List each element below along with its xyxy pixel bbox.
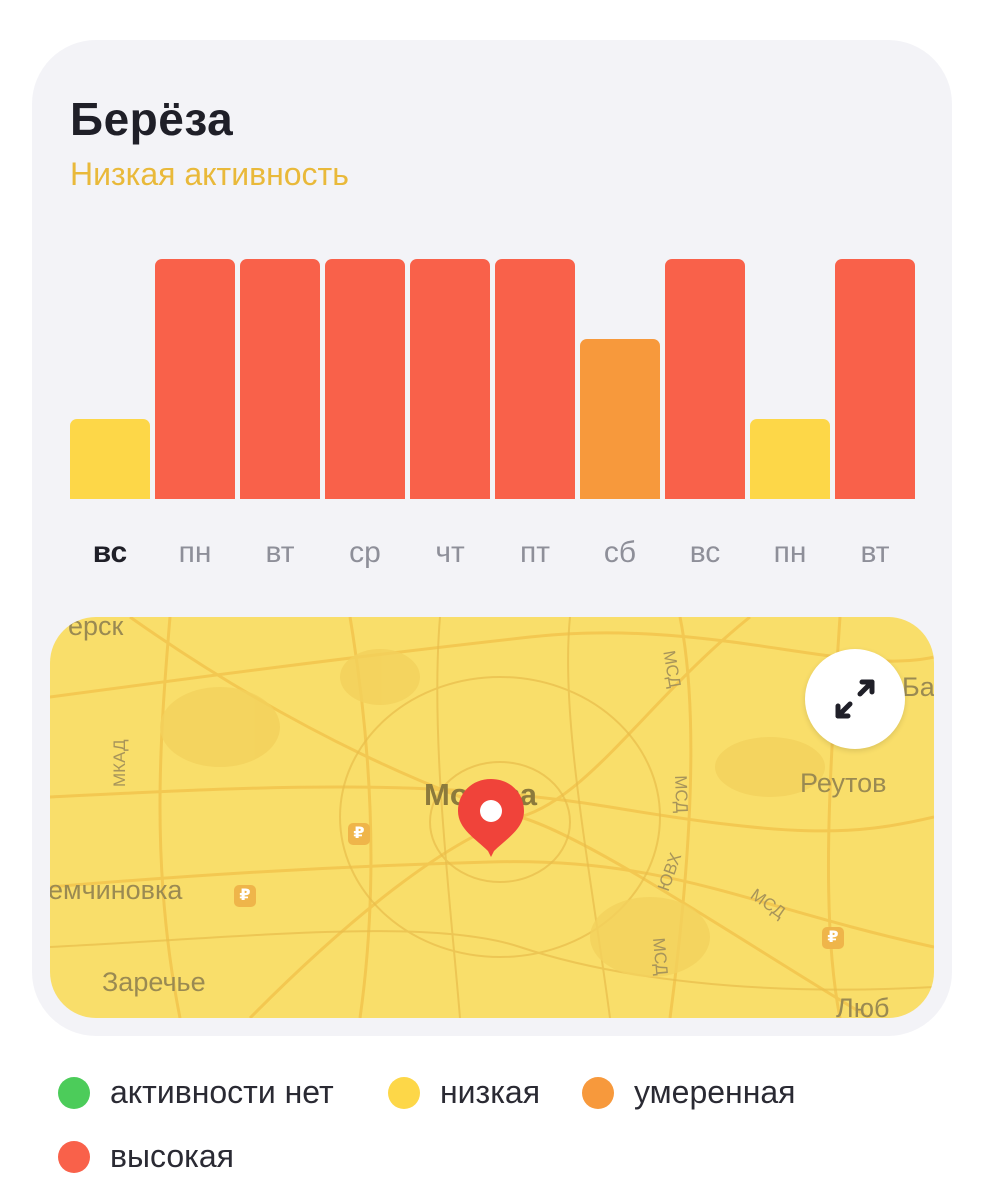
map-label-right-edge: Ба <box>902 672 934 702</box>
chart-tick-label[interactable]: вс <box>689 536 721 569</box>
chart-bar[interactable] <box>240 259 320 499</box>
legend-label-low: низкая <box>440 1074 541 1110</box>
chart-bar[interactable] <box>495 259 575 499</box>
expand-arrows-icon <box>835 679 875 719</box>
legend-label-moderate: умеренная <box>634 1074 796 1110</box>
chart-bar[interactable] <box>665 259 745 499</box>
map-label-top-left: ёрск <box>68 617 124 641</box>
chart-bar[interactable] <box>835 259 915 499</box>
chart-bar-base <box>410 491 490 499</box>
chart-bar[interactable] <box>155 259 235 499</box>
legend-dot-none <box>58 1076 90 1109</box>
legend-item-low: низкая <box>388 1074 540 1111</box>
chart-tick-label[interactable]: пт <box>520 536 550 569</box>
chart-bar[interactable] <box>70 419 150 499</box>
chart-tick-label[interactable]: сб <box>603 536 637 569</box>
map-label-zarechye: Заречье <box>102 967 206 997</box>
road-label-msd-4: МСД <box>649 937 672 977</box>
chart-tick-label[interactable]: вт <box>860 536 890 569</box>
chart-bar[interactable] <box>410 259 490 499</box>
activity-level-subtitle: Низкая активность <box>70 156 349 192</box>
expand-map-button[interactable] <box>805 649 905 749</box>
chart-tick-label[interactable]: чт <box>435 536 465 569</box>
chart-tick-label[interactable]: вт <box>265 536 295 569</box>
chart-bar[interactable] <box>750 419 830 499</box>
plant-title: Берёза <box>70 93 234 145</box>
metro-station-icon: ₽ <box>234 885 256 907</box>
chart-bar-base <box>325 491 405 499</box>
chart-bar-base <box>240 491 320 499</box>
legend-dot-moderate <box>582 1076 614 1109</box>
map-view[interactable]: ёрск Ба Реутов емчиновка Заречье Люб Мос… <box>50 617 934 1018</box>
chart-tick-label[interactable]: ср <box>349 536 381 569</box>
chart-bar[interactable] <box>580 339 660 499</box>
chart-tick-label[interactable]: вс <box>92 536 128 569</box>
legend-label-high: высокая <box>110 1138 234 1174</box>
legend-dot-low <box>388 1076 420 1109</box>
map-label-reutov: Реутов <box>800 768 887 798</box>
road-label-mkad: МКАД <box>110 739 129 787</box>
chart-bar-base <box>835 491 915 499</box>
chart-bar-base <box>665 491 745 499</box>
map-label-nemchinovka: емчиновка <box>50 875 183 905</box>
legend-label-none: активности нет <box>110 1074 334 1110</box>
chart-bar-base <box>495 491 575 499</box>
map-label-bottom-right: Люб <box>836 993 890 1018</box>
legend-item-none: активности нет <box>58 1074 334 1111</box>
chart-bar-base <box>70 491 150 499</box>
chart-bar-base <box>750 491 830 499</box>
road-label-msd-2: МСД <box>671 775 692 814</box>
metro-station-icon: ₽ <box>822 927 844 949</box>
chart-bar[interactable] <box>325 259 405 499</box>
activity-bar-chart <box>70 259 915 499</box>
legend-item-moderate: умеренная <box>582 1074 796 1111</box>
legend-dot-high <box>58 1140 90 1173</box>
metro-station-icon: ₽ <box>348 823 370 845</box>
chart-bar-base <box>580 491 660 499</box>
legend-item-high: высокая <box>58 1138 234 1175</box>
chart-bar-base <box>155 491 235 499</box>
chart-tick-label[interactable]: пн <box>773 536 807 569</box>
chart-tick-label[interactable]: пн <box>178 536 212 569</box>
